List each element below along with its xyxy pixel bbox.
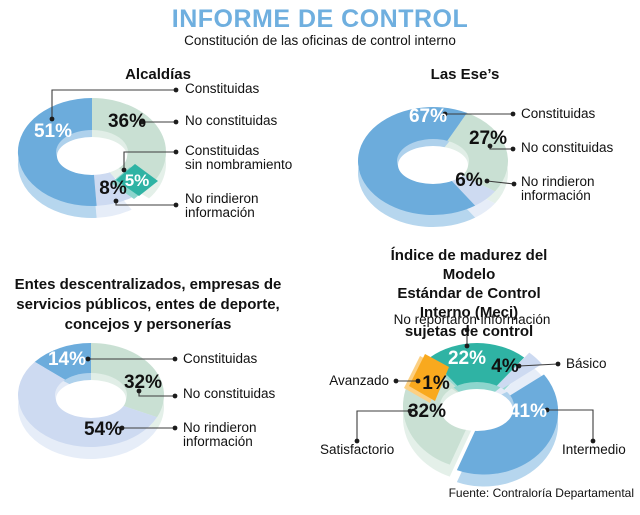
chart-1-leader-dot-2-0 — [484, 178, 490, 184]
chart-3-leader-dot-4-1 — [415, 378, 421, 384]
chart-3-value-label-1: 4% — [491, 356, 519, 377]
legend-label: No rindieron información — [185, 191, 259, 220]
legend-label: No reportaron información — [393, 312, 551, 327]
legend-label: Intermedio — [562, 442, 626, 457]
chart-2-value-label-2: 54% — [84, 419, 122, 440]
legend-label: Constituidas — [185, 81, 260, 96]
chart-2-leader-dot-2-1 — [172, 425, 178, 431]
chart-1-leader-line-2 — [486, 180, 515, 185]
chart-3-slice-2 — [456, 374, 559, 475]
legend-label: No rindieron información — [521, 174, 595, 203]
chart-3-leader-line-1 — [518, 363, 559, 367]
legend-label: Constituidas — [521, 106, 596, 121]
chart-3-exploded-slice — [409, 354, 449, 401]
chart-3-slice-0 — [429, 343, 525, 406]
chart-0-value-label-0: 51% — [34, 121, 72, 142]
chart-1-value-label-2: 6% — [455, 170, 483, 191]
chart-0-value-label-2: 5% — [125, 171, 150, 190]
chart-3-leader-line-2 — [547, 409, 594, 441]
chart-0-value-label-1: 36% — [108, 111, 146, 132]
chart-0-leader-dot-0-1 — [173, 87, 179, 93]
chart-0-leader-dot-1-0 — [139, 119, 145, 125]
chart-3-value-label-0: 22% — [448, 348, 486, 369]
legend-label: Constituidas — [183, 351, 258, 366]
chart-2-leader-dot-0-1 — [172, 356, 178, 362]
chart-0-leader-line-0 — [51, 89, 176, 119]
chart-0-leader-line-2 — [123, 151, 176, 170]
chart-2-leader-dot-0-0 — [85, 356, 91, 362]
legend-label: No constituidas — [185, 113, 278, 128]
legend-label: No constituidas — [183, 386, 276, 401]
chart-3-leader-dot-3-1 — [354, 438, 360, 444]
legend-label: Avanzado — [329, 373, 389, 388]
chart-1-donut-hole — [398, 146, 468, 184]
chart-0-leader-dot-1-1 — [173, 119, 179, 125]
chart-1-leader-dot-2-1 — [511, 181, 517, 187]
chart-title-meci: Índice de madurez del Modelo Estándar de… — [390, 247, 548, 340]
chart-3-value-label-2: 41% — [509, 401, 547, 422]
chart-title-alcaldias: Alcaldías — [125, 66, 191, 83]
chart-1-leader-dot-1-1 — [510, 146, 516, 152]
chart-1-leader-dot-0-0 — [442, 111, 448, 117]
legend-label: No rindieron información — [183, 420, 257, 449]
chart-1-value-label-0: 67% — [409, 106, 447, 127]
chart-3-leader-dot-3-0 — [407, 408, 413, 414]
chart-0-slice-1 — [92, 98, 167, 187]
chart-0-value-label-3: 8% — [99, 178, 127, 199]
chart-3-leader-dot-4-0 — [393, 378, 399, 384]
chart-0-leader-dot-2-1 — [173, 149, 179, 155]
page-subtitle: Constitución de las oficinas de control … — [184, 33, 456, 48]
chart-3-leader-dot-1-0 — [516, 363, 522, 369]
chart-2-leader-dot-1-0 — [136, 388, 142, 394]
chart-2-value-label-1: 32% — [124, 372, 162, 393]
chart-title-eses: Las Ese’s — [430, 66, 500, 83]
chart-3-value-label-4: 1% — [422, 373, 450, 394]
chart-0-leader-dot-0-0 — [49, 116, 55, 122]
chart-3-leader-dot-1-1 — [555, 361, 561, 367]
legend-label: Básico — [566, 356, 607, 371]
legend-label: No constituidas — [521, 140, 614, 155]
chart-3-donut-hole — [441, 389, 513, 431]
legend-label: Constituidas sin nombramiento — [185, 143, 293, 172]
chart-1-slice-1 — [433, 112, 508, 192]
chart-3-leader-dot-2-1 — [590, 438, 596, 444]
page-title: INFORME DE CONTROL — [171, 5, 469, 33]
chart-1-value-label-1: 27% — [469, 128, 507, 149]
chart-3-leader-dot-2-0 — [544, 407, 550, 413]
chart-3-leader-dot-0-0 — [464, 327, 470, 333]
chart-0-leader-dot-3-0 — [113, 198, 119, 204]
chart-title-entes: Entes descentralizados, empresas de serv… — [14, 276, 282, 333]
chart-3-value-label-3: 32% — [408, 401, 446, 422]
source-credit: Fuente: Contraloría Departamental — [448, 486, 634, 500]
chart-3-leader-dot-0-1 — [464, 343, 470, 349]
chart-2-leader-dot-1-1 — [172, 393, 178, 399]
chart-1-leader-dot-1-0 — [487, 143, 493, 149]
chart-1-leader-dot-0-1 — [510, 111, 516, 117]
chart-0-exploded-slice — [116, 164, 158, 196]
chart-0-leader-dot-3-1 — [173, 202, 179, 208]
chart-2-leader-dot-2-0 — [119, 425, 125, 431]
chart-0-leader-dot-2-0 — [121, 167, 127, 173]
chart-3-leader-line-3 — [356, 410, 410, 441]
legend-label: Satisfactorio — [320, 442, 395, 457]
chart-2-value-label-0: 14% — [48, 349, 86, 370]
chart-2-donut-hole — [56, 380, 126, 418]
chart-0-donut-hole — [57, 137, 127, 175]
